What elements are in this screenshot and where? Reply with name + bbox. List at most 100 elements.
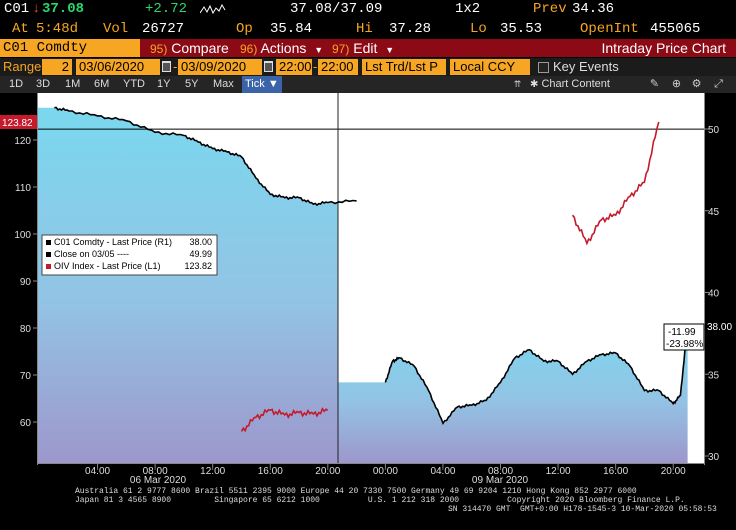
prev-label: Prev: [533, 1, 567, 17]
right-last-tag: [705, 319, 736, 333]
footer-session: SN 314470 GMT GMT+0:00 H178-1545-3 10-Ma…: [448, 505, 717, 514]
end-time-field[interactable]: 22:00: [318, 59, 358, 75]
op-label: Op: [236, 21, 253, 37]
range-value-field[interactable]: 2: [42, 59, 72, 75]
legend-value-price: 38.00: [189, 237, 212, 247]
expand-icon[interactable]: ⤢: [714, 78, 723, 90]
right-tick-label: 45: [708, 207, 720, 218]
oiv-line-2: [571, 121, 660, 246]
legend-label-oiv: OIV Index - Last Price (L1): [54, 261, 161, 271]
range-separator: -: [173, 59, 178, 74]
price-change: +2.72: [145, 1, 188, 17]
left-tick-label: 90: [20, 277, 32, 288]
actions-button[interactable]: 96) Actions ▼: [240, 39, 323, 57]
price-line-2: [384, 325, 689, 426]
right-tick-label: 40: [708, 289, 720, 300]
change-abs: -11.99: [668, 327, 696, 338]
legend-label-price: C01 Comdty - Last Price (R1): [54, 237, 172, 247]
x-tick-label: 04:00: [85, 466, 110, 477]
lo-label: Lo: [470, 21, 487, 37]
legend-swatch-oiv: [46, 264, 51, 269]
compare-button[interactable]: 95) Compare: [150, 39, 229, 57]
chart-title: Intraday Price Chart: [601, 40, 727, 56]
x-tick-label: 16:00: [603, 466, 628, 477]
timeframe-1d[interactable]: 1D: [9, 78, 24, 90]
timeframe-max[interactable]: Max: [213, 78, 234, 90]
last-price: 37.08: [42, 1, 85, 17]
legend-value-oiv: 123.82: [184, 261, 212, 271]
currency-select[interactable]: Local CCY: [450, 59, 530, 75]
left-tick-label: 80: [20, 324, 32, 335]
chart-content-button[interactable]: ✱ Chart Content: [530, 76, 610, 93]
left-tick-label: 120: [14, 136, 31, 147]
range-bar: Range 2 03/06/2020 - 03/09/2020 22:00 - …: [0, 58, 736, 76]
legend-box: [41, 234, 218, 276]
edit-button[interactable]: 97) Edit ▼: [332, 39, 394, 57]
timeframe-6m[interactable]: 6M: [94, 78, 110, 90]
timeframe-ytd[interactable]: YTD: [123, 78, 145, 90]
left-tick-label: 60: [20, 418, 32, 429]
security-field[interactable]: C01 Comdty: [0, 39, 140, 57]
footer-phones-1: Australia 61 2 9777 8600 Brazil 5511 239…: [75, 487, 637, 496]
up-arrows-icon[interactable]: ⇈: [513, 79, 522, 89]
footer-phones-2: Japan 81 3 4565 8900 Singapore 65 6212 1…: [75, 496, 685, 505]
size: 1x2: [455, 1, 481, 17]
timeframe-bar: 1D 3D 1M 6M YTD 1Y 5Y Max Tick ▼ ⇈ ✱ Cha…: [0, 76, 736, 93]
footer: Australia 61 2 9777 8600 Brazil 5511 239…: [0, 486, 736, 530]
legend-swatch-price: [46, 240, 51, 245]
settings-gear-icon[interactable]: ⚙: [691, 78, 702, 90]
timeframe-3d[interactable]: 3D: [36, 78, 51, 90]
x-tick-label: 12:00: [200, 466, 225, 477]
openint-label: OpenInt: [580, 21, 639, 37]
key-events-checkbox[interactable]: [538, 62, 549, 73]
calendar-icon[interactable]: [264, 61, 273, 72]
date-label-2: 09 Mar 2020: [472, 475, 529, 486]
legend-swatch-close: [46, 252, 51, 257]
legend: C01 Comdty - Last Price (R1) 38.00 Close…: [41, 234, 218, 276]
timeframe-1m[interactable]: 1M: [65, 78, 81, 90]
price-chart[interactable]: 120 110 100 90 80 70 60 50 45 40 35 30 04:00 08:00 12:…: [0, 93, 736, 486]
timeframe-1y[interactable]: 1Y: [157, 78, 171, 90]
x-tick-label: 12:00: [546, 466, 571, 477]
time-separator: -: [313, 59, 318, 74]
start-time-field[interactable]: 22:00: [276, 59, 312, 75]
openint-value: 455065: [650, 21, 701, 37]
start-date-field[interactable]: 03/06/2020: [76, 59, 160, 75]
calendar-icon[interactable]: [162, 61, 171, 72]
axis-ticks: 120 110 100 90 80 70 60 50 45 40 35 30 04:00 08:00 12:…: [14, 125, 719, 477]
price-mode-select[interactable]: Lst Trd/Lst P: [362, 59, 446, 75]
ticker-row-1: C01 ↓ 37.08 +2.72 37.08/37.09 1x2 Prev 3…: [0, 0, 736, 20]
end-date-field[interactable]: 03/09/2020: [178, 59, 262, 75]
legend-value-close: 49.99: [189, 249, 212, 259]
x-tick-label: 20:00: [661, 466, 686, 477]
timeframe-5y[interactable]: 5Y: [185, 78, 199, 90]
zoom-icon[interactable]: ⊕: [671, 78, 682, 90]
price-area-2: [338, 325, 688, 463]
left-last-value: 123.82: [2, 118, 33, 129]
vol-value: 26727: [142, 21, 185, 37]
x-tick-label: 16:00: [258, 466, 283, 477]
edit-label: Edit: [353, 40, 378, 56]
change-annotation: [663, 323, 705, 351]
edit-pencil-icon[interactable]: ✎: [649, 78, 660, 90]
prev-value: 34.36: [572, 1, 615, 17]
chart-content-label: Chart Content: [541, 78, 610, 90]
hi-value: 37.28: [389, 21, 432, 37]
timeframe-tick-select[interactable]: Tick ▼: [242, 76, 282, 93]
right-tick-label: 35: [708, 370, 720, 381]
right-last-value: 38.00: [707, 322, 732, 333]
vol-label: Vol: [103, 21, 129, 37]
range-label: Range: [3, 59, 42, 74]
edit-number: 97): [332, 42, 350, 56]
change-pct: -23.98%: [666, 339, 703, 350]
oiv-line-1: [240, 407, 329, 433]
left-tick-label: 100: [14, 230, 31, 241]
command-bar: C01 Comdty 95) Compare 96) Actions ▼ 97)…: [0, 39, 736, 57]
left-tick-label: 110: [15, 183, 31, 194]
key-events-label: Key Events: [553, 59, 619, 74]
sparkline-icon: [199, 3, 226, 21]
date-label-1: 06 Mar 2020: [130, 475, 187, 486]
price-line-1: [54, 106, 357, 207]
at-label: At: [12, 21, 29, 37]
tick-label: Tick: [245, 78, 265, 90]
